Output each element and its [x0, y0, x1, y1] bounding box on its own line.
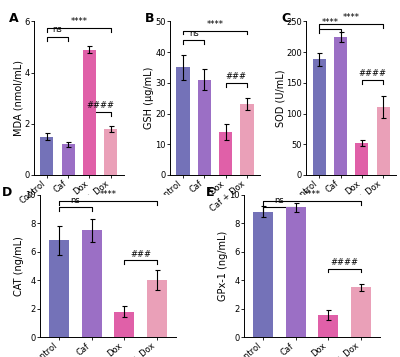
Text: ****: ****	[206, 20, 224, 29]
Text: ns: ns	[52, 25, 62, 35]
Bar	[355, 143, 368, 175]
Bar	[62, 144, 75, 175]
Bar	[312, 60, 326, 175]
Bar	[82, 230, 102, 337]
Text: ns: ns	[189, 29, 198, 37]
Y-axis label: CAT (ng/mL): CAT (ng/mL)	[14, 236, 24, 296]
Y-axis label: GPx-1 (ng/mL): GPx-1 (ng/mL)	[218, 231, 228, 301]
Text: ####: ####	[358, 69, 386, 78]
Bar	[350, 287, 371, 337]
Bar	[286, 207, 306, 337]
Bar	[49, 240, 70, 337]
Bar	[376, 107, 390, 175]
Text: ####: ####	[330, 258, 358, 267]
Text: B: B	[145, 12, 155, 25]
Bar	[40, 137, 54, 175]
Y-axis label: SOD (U/mL): SOD (U/mL)	[275, 69, 285, 127]
Text: ###: ###	[130, 250, 151, 258]
Y-axis label: GSH (μg/mL): GSH (μg/mL)	[144, 67, 154, 129]
Text: C: C	[281, 12, 290, 25]
Bar	[83, 50, 96, 175]
Text: ###: ###	[226, 72, 247, 81]
Bar	[198, 80, 211, 175]
Y-axis label: MDA (nmol/mL): MDA (nmol/mL)	[13, 60, 23, 136]
Bar	[219, 132, 232, 175]
Bar	[104, 129, 118, 175]
Text: ####: ####	[86, 101, 114, 110]
Text: ns: ns	[71, 196, 80, 205]
Text: ****: ****	[321, 18, 338, 27]
Bar	[253, 212, 274, 337]
Bar	[318, 315, 338, 337]
Bar	[240, 104, 254, 175]
Text: D: D	[2, 186, 12, 199]
Bar	[146, 280, 167, 337]
Bar	[176, 67, 190, 175]
Bar	[114, 312, 134, 337]
Text: ****: ****	[70, 17, 87, 26]
Text: ****: ****	[343, 13, 360, 22]
Text: ****: ****	[304, 190, 320, 199]
Text: ****: ****	[100, 190, 116, 199]
Text: E: E	[206, 186, 214, 199]
Bar	[334, 37, 347, 175]
Text: ns: ns	[275, 196, 284, 205]
Text: A: A	[9, 12, 18, 25]
